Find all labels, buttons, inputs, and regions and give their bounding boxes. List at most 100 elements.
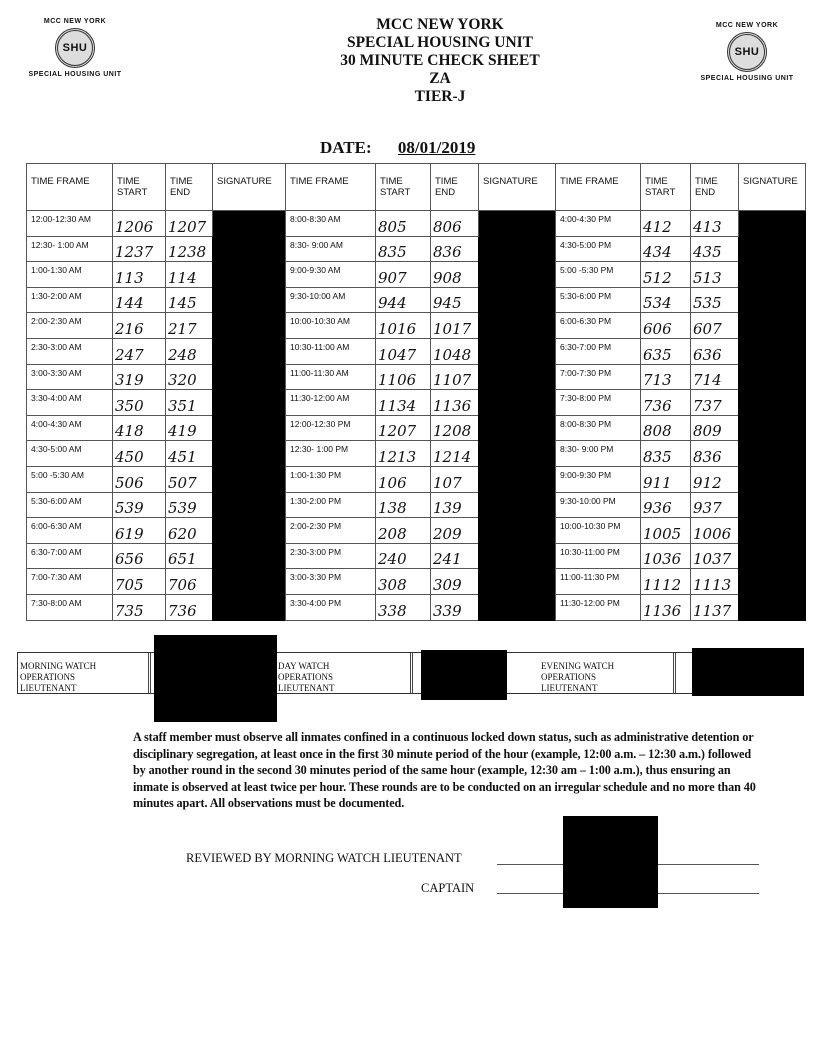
time-start-cell[interactable]: 113 xyxy=(112,261,166,288)
time-start-cell[interactable]: 911 xyxy=(640,465,691,493)
time-end-cell[interactable]: 1006 xyxy=(690,517,739,544)
time-end-cell[interactable]: 620 xyxy=(165,517,213,544)
time-end-cell[interactable]: 945 xyxy=(430,286,479,314)
time-start-cell[interactable]: 338 xyxy=(375,593,431,621)
time-start-cell[interactable]: 1207 xyxy=(375,414,431,442)
time-end-cell[interactable]: 320 xyxy=(165,363,213,391)
time-end-cell[interactable]: 1208 xyxy=(430,414,479,442)
time-start-cell[interactable]: 106 xyxy=(375,465,431,493)
time-start-cell[interactable]: 619 xyxy=(112,517,166,544)
time-end-cell[interactable]: 413 xyxy=(690,210,739,237)
time-start-cell[interactable]: 735 xyxy=(112,593,166,621)
time-end-cell[interactable]: 507 xyxy=(165,465,213,493)
time-end-cell[interactable]: 248 xyxy=(165,337,213,365)
time-end-cell[interactable]: 1017 xyxy=(430,312,479,339)
time-start-cell[interactable]: 1213 xyxy=(375,440,431,467)
time-start-cell[interactable]: 247 xyxy=(112,337,166,365)
time-start-cell[interactable]: 1112 xyxy=(640,568,691,595)
time-end-cell[interactable]: 736 xyxy=(165,593,213,621)
time-end-cell[interactable]: 1214 xyxy=(430,440,479,467)
time-start-cell[interactable]: 512 xyxy=(640,261,691,288)
time-end-cell[interactable]: 836 xyxy=(430,235,479,263)
time-start-cell[interactable]: 713 xyxy=(640,363,691,391)
time-start-cell[interactable]: 539 xyxy=(112,491,166,519)
time-start-cell[interactable]: 144 xyxy=(112,286,166,314)
time-start-cell[interactable]: 534 xyxy=(640,286,691,314)
time-end-cell[interactable]: 651 xyxy=(165,542,213,570)
time-end-cell[interactable]: 607 xyxy=(690,312,739,339)
time-end-cell[interactable]: 241 xyxy=(430,542,479,570)
column-header-time-frame: TIME FRAME xyxy=(555,163,641,211)
time-end-cell[interactable]: 937 xyxy=(690,491,739,519)
time-end-cell[interactable]: 714 xyxy=(690,363,739,391)
time-end-cell[interactable]: 1238 xyxy=(165,235,213,263)
time-frame-cell: 3:30-4:00 AM xyxy=(26,389,113,416)
time-start-cell[interactable]: 736 xyxy=(640,389,691,416)
time-start-cell[interactable]: 1237 xyxy=(112,235,166,263)
time-end-cell[interactable]: 451 xyxy=(165,440,213,467)
time-end-cell[interactable]: 217 xyxy=(165,312,213,339)
time-end-cell[interactable]: 1113 xyxy=(690,568,739,595)
time-start-cell[interactable]: 319 xyxy=(112,363,166,391)
time-end-cell[interactable]: 339 xyxy=(430,593,479,621)
time-start-cell[interactable]: 506 xyxy=(112,465,166,493)
time-start-cell[interactable]: 835 xyxy=(640,440,691,467)
time-end-cell[interactable]: 539 xyxy=(165,491,213,519)
time-end-cell[interactable]: 912 xyxy=(690,465,739,493)
time-end-cell[interactable]: 419 xyxy=(165,414,213,442)
time-start-cell[interactable]: 434 xyxy=(640,235,691,263)
time-end-cell[interactable]: 309 xyxy=(430,568,479,595)
time-start-cell[interactable]: 1016 xyxy=(375,312,431,339)
time-end-cell[interactable]: 706 xyxy=(165,568,213,595)
time-start-cell[interactable]: 138 xyxy=(375,491,431,519)
time-start-cell[interactable]: 907 xyxy=(375,261,431,288)
time-start-cell[interactable]: 1106 xyxy=(375,363,431,391)
time-end-cell[interactable]: 107 xyxy=(430,465,479,493)
time-end-cell[interactable]: 1048 xyxy=(430,337,479,365)
time-end-cell[interactable]: 209 xyxy=(430,517,479,544)
time-start-cell[interactable]: 208 xyxy=(375,517,431,544)
time-end-cell[interactable]: 435 xyxy=(690,235,739,263)
time-start-cell[interactable]: 1036 xyxy=(640,542,691,570)
time-start-cell[interactable]: 606 xyxy=(640,312,691,339)
time-start-cell[interactable]: 1134 xyxy=(375,389,431,416)
time-end-cell[interactable]: 737 xyxy=(690,389,739,416)
time-start-cell[interactable]: 1136 xyxy=(640,593,691,621)
time-start-cell[interactable]: 705 xyxy=(112,568,166,595)
time-end-cell[interactable]: 145 xyxy=(165,286,213,314)
time-start-cell[interactable]: 412 xyxy=(640,210,691,237)
time-end-cell[interactable]: 836 xyxy=(690,440,739,467)
time-start-cell[interactable]: 1206 xyxy=(112,210,166,237)
title-line: ZA xyxy=(429,70,451,87)
time-end-cell[interactable]: 1107 xyxy=(430,363,479,391)
time-start-cell[interactable]: 835 xyxy=(375,235,431,263)
time-start-cell[interactable]: 350 xyxy=(112,389,166,416)
time-start-cell[interactable]: 1047 xyxy=(375,337,431,365)
time-end-cell[interactable]: 1207 xyxy=(165,210,213,237)
time-start-cell[interactable]: 656 xyxy=(112,542,166,570)
time-start-cell[interactable]: 216 xyxy=(112,312,166,339)
time-start-cell[interactable]: 240 xyxy=(375,542,431,570)
time-end-cell[interactable]: 1037 xyxy=(690,542,739,570)
time-end-cell[interactable]: 1137 xyxy=(690,593,739,621)
time-start-cell[interactable]: 936 xyxy=(640,491,691,519)
time-end-cell[interactable]: 139 xyxy=(430,491,479,519)
time-start-cell[interactable]: 450 xyxy=(112,440,166,467)
time-start-cell[interactable]: 1005 xyxy=(640,517,691,544)
time-end-cell[interactable]: 114 xyxy=(165,261,213,288)
time-end-cell[interactable]: 809 xyxy=(690,414,739,442)
time-start-cell[interactable]: 808 xyxy=(640,414,691,442)
time-start-cell[interactable]: 805 xyxy=(375,210,431,237)
time-frame-cell: 1:30-2:00 PM xyxy=(285,491,376,519)
time-end-cell[interactable]: 806 xyxy=(430,210,479,237)
time-end-cell[interactable]: 1136 xyxy=(430,389,479,416)
time-end-cell[interactable]: 908 xyxy=(430,261,479,288)
time-start-cell[interactable]: 308 xyxy=(375,568,431,595)
time-end-cell[interactable]: 535 xyxy=(690,286,739,314)
time-end-cell[interactable]: 636 xyxy=(690,337,739,365)
time-start-cell[interactable]: 635 xyxy=(640,337,691,365)
time-start-cell[interactable]: 418 xyxy=(112,414,166,442)
time-end-cell[interactable]: 513 xyxy=(690,261,739,288)
time-end-cell[interactable]: 351 xyxy=(165,389,213,416)
time-start-cell[interactable]: 944 xyxy=(375,286,431,314)
